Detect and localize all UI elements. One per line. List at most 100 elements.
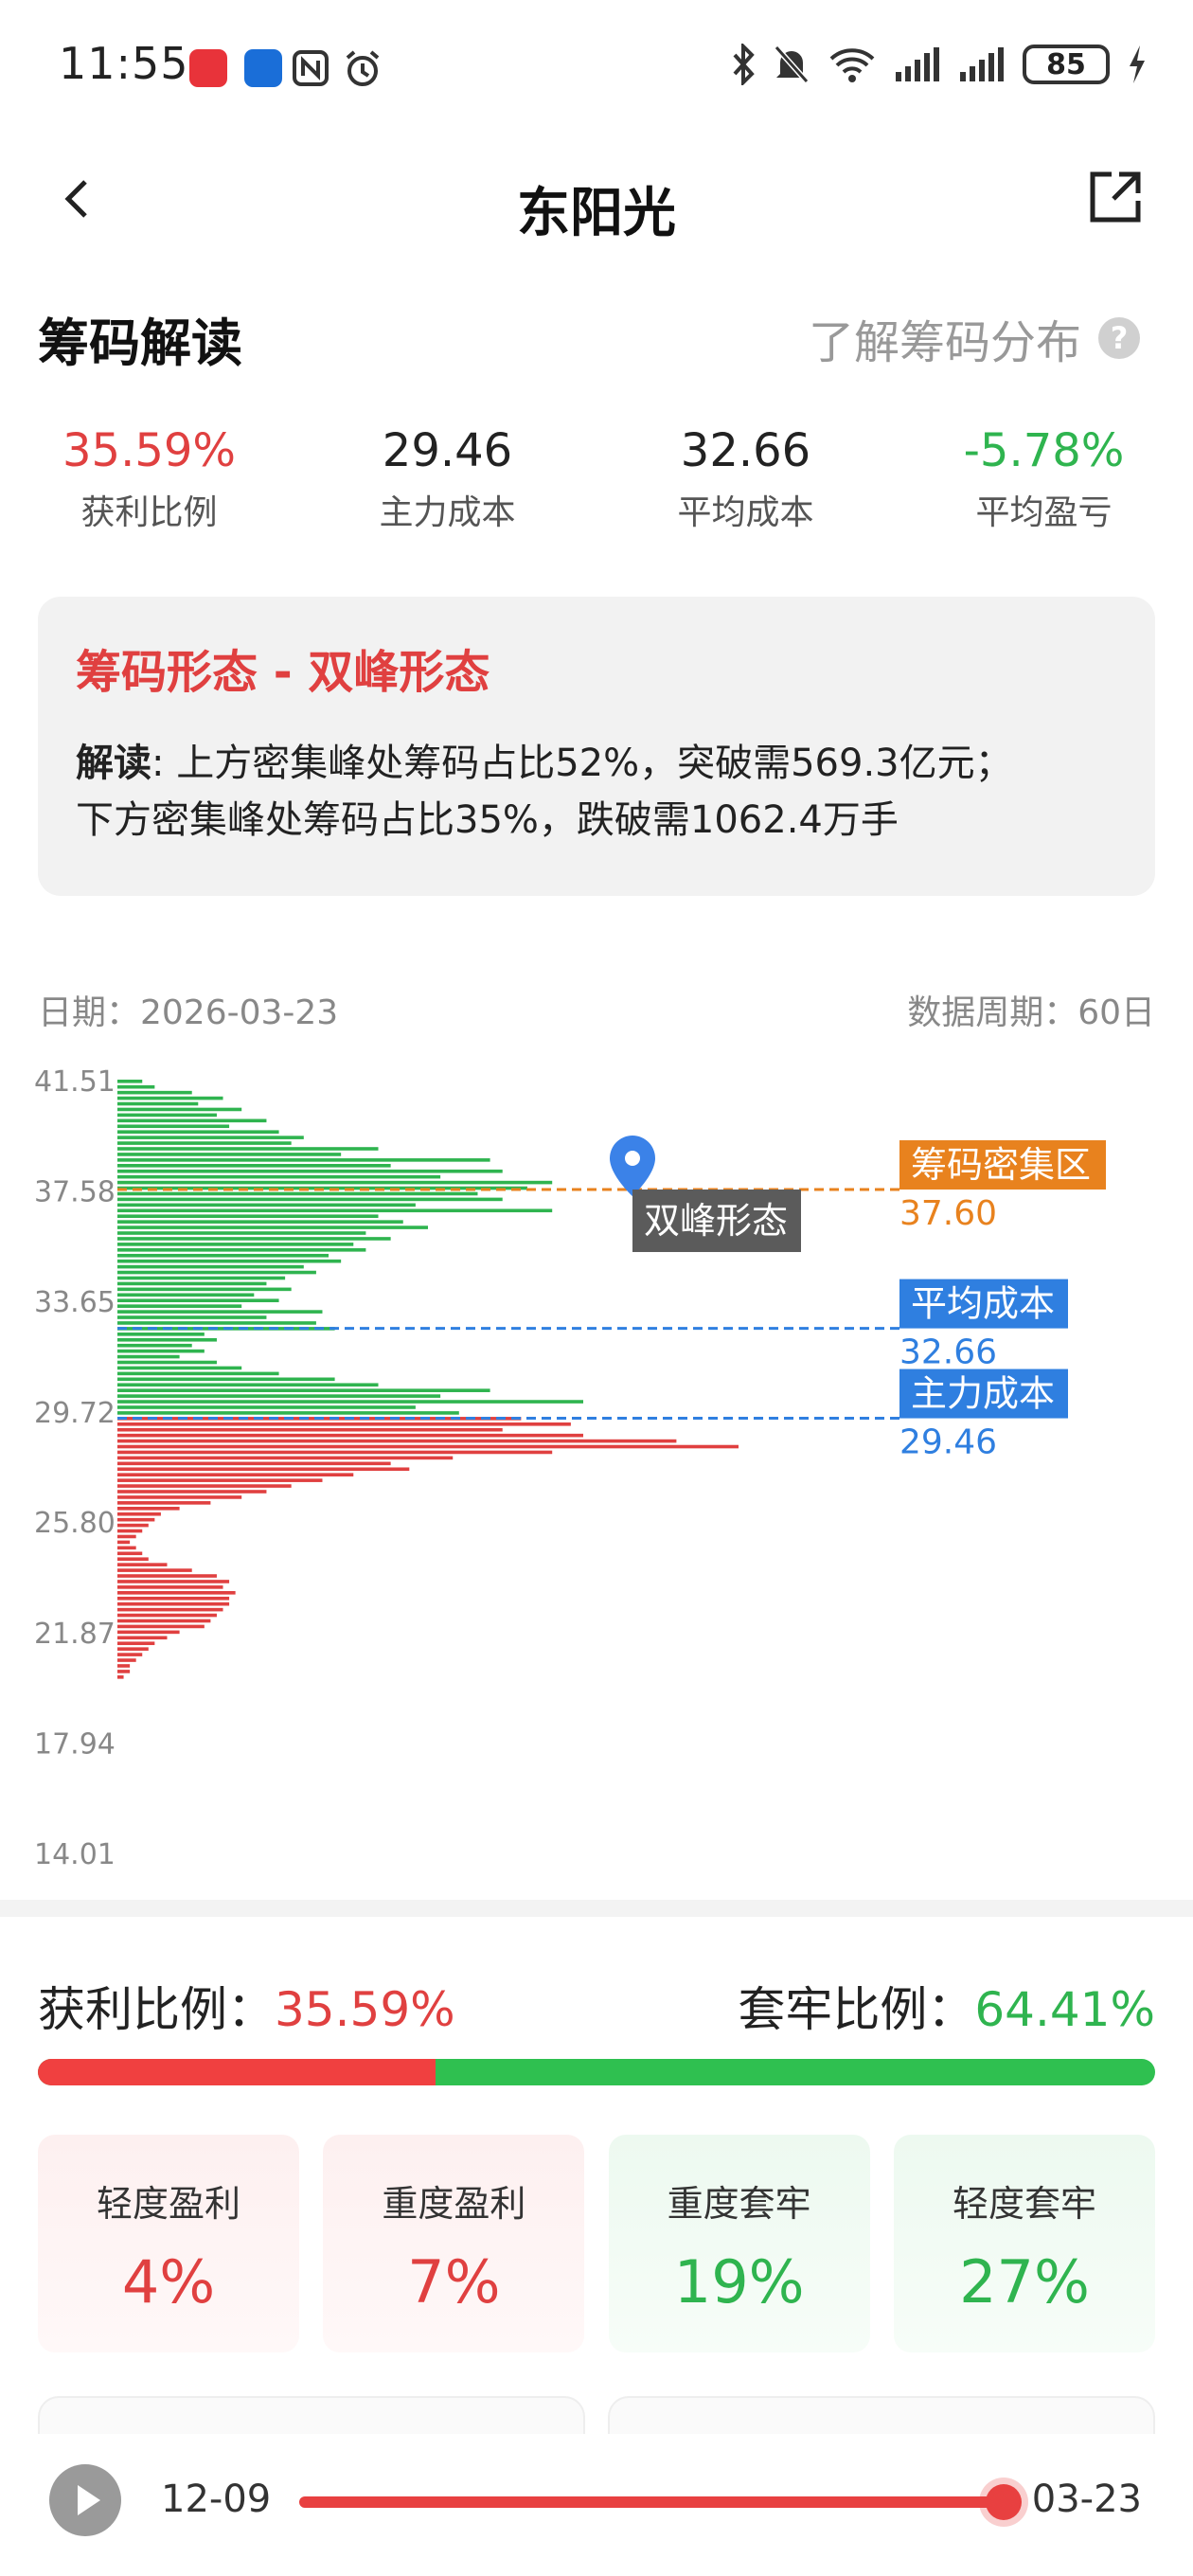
card-heavy-profit[interactable]: 重度盈利 7% — [323, 2135, 585, 2352]
chip-bar — [117, 1153, 342, 1156]
play-icon[interactable] — [49, 2464, 121, 2536]
more-cards-peek — [38, 2396, 1155, 2434]
marker-tag — [899, 1140, 1106, 1190]
chip-bar — [117, 1298, 279, 1303]
chip-bar — [117, 1101, 199, 1106]
card-light-profit[interactable]: 轻度盈利 4% — [38, 2135, 299, 2352]
chip-bar — [117, 1534, 136, 1539]
chip-pattern-card: 筹码形态 - 双峰形态 解读: 上方密集峰处筹码占比52%，突破需569.3亿元… — [38, 597, 1155, 896]
callout-label: 双峰形态 — [644, 1200, 788, 1242]
marker-value-label: 37.60 — [899, 1194, 997, 1233]
back-arrow-icon[interactable] — [49, 170, 106, 227]
chip-bar — [117, 1163, 391, 1168]
stat-average-pnl: -5.78% 平均盈亏 — [895, 424, 1193, 534]
chip-bar — [117, 1501, 211, 1505]
chip-bar — [117, 1174, 441, 1179]
chip-bar — [117, 1090, 192, 1095]
chip-bar — [117, 1400, 583, 1404]
y-tick-label: 37.58 — [34, 1176, 116, 1209]
chip-bar — [117, 1225, 428, 1229]
chip-bar — [117, 1495, 242, 1499]
stat-value: 29.46 — [382, 424, 513, 477]
alarm-icon — [346, 50, 380, 86]
mute-icon — [774, 45, 810, 83]
profit-ratio-label: 获利比例： — [38, 1982, 275, 2037]
chip-bar — [117, 1243, 354, 1246]
y-tick-label: 33.65 — [34, 1286, 116, 1319]
timeline-thumb[interactable] — [986, 2484, 1022, 2520]
chip-bar — [117, 1084, 155, 1089]
profit-trapped-bar — [38, 2059, 1155, 2085]
stat-label: 主力成本 — [379, 493, 516, 532]
bluetooth-icon — [733, 44, 755, 85]
chip-bar — [117, 1107, 242, 1112]
chip-bar — [117, 1670, 131, 1673]
card-heavy-trapped[interactable]: 重度套牢 19% — [608, 2135, 870, 2352]
chip-bar — [117, 1580, 230, 1583]
wifi-icon — [829, 48, 875, 82]
stat-label: 平均盈亏 — [975, 493, 1113, 532]
chip-bar — [117, 1118, 267, 1123]
card-value: 19% — [673, 2247, 805, 2317]
stat-value: -5.78% — [963, 424, 1125, 477]
interpretation-line-1: : 上方密集峰处筹码占比52%，突破需569.3亿元； — [151, 742, 1013, 785]
chip-bar — [117, 1264, 304, 1269]
section-title: 筹码解读 — [38, 313, 242, 373]
chip-bar — [117, 1343, 192, 1348]
chip-bar — [117, 1383, 379, 1387]
chip-bar — [117, 1191, 478, 1196]
chip-bar — [117, 1220, 403, 1224]
chip-bar — [117, 1664, 131, 1668]
chip-bar — [117, 1293, 255, 1297]
stat-profit-ratio: 35.59% 获利比例 — [0, 424, 298, 534]
status-right: 85 — [731, 44, 1148, 85]
chip-bar — [117, 1079, 143, 1083]
callout-box — [632, 1190, 801, 1253]
chip-bar — [117, 1557, 149, 1562]
page-title: 东阳光 — [517, 183, 676, 244]
share-icon[interactable] — [1085, 167, 1146, 227]
stat-value: 35.59% — [62, 424, 237, 477]
stat-value: 32.66 — [680, 424, 811, 477]
chip-bar — [117, 1214, 379, 1219]
section-divider — [0, 1900, 1193, 1917]
nfc-icon — [293, 50, 329, 86]
chip-bar — [117, 1371, 279, 1376]
chip-bar — [117, 1450, 553, 1455]
card-value: 27% — [959, 2247, 1090, 2317]
chip-distribution-chart[interactable]: 41.51 37.58 33.65 29.72 25.80 21.87 17.94 14.01… — [0, 1042, 1193, 1875]
marker-value-label: 29.46 — [899, 1423, 997, 1462]
card-value: 4% — [121, 2247, 216, 2317]
chart-period[interactable]: 数据周期：60日 — [907, 993, 1155, 1032]
chip-bar — [117, 1130, 279, 1134]
chip-bar — [117, 1653, 143, 1656]
location-pin-icon — [610, 1136, 655, 1197]
chip-bar — [117, 1337, 217, 1342]
chip-bar — [117, 1439, 677, 1443]
chip-bar — [117, 1405, 416, 1409]
chip-bar — [117, 1473, 354, 1476]
y-tick-label: 25.80 — [34, 1507, 116, 1540]
chip-bar — [117, 1490, 267, 1494]
card-label: 轻度盈利 — [96, 2183, 240, 2225]
learn-chip-distribution-link[interactable]: 了解筹码分布 ? — [809, 305, 1140, 371]
chip-bar — [117, 1197, 503, 1202]
profit-ratio-value: 35.59% — [275, 1982, 455, 2037]
chip-bar — [117, 1540, 131, 1545]
ratio-row: 获利比例：35.59% 套牢比例：64.41% — [38, 1972, 1155, 2040]
card-light-trapped[interactable]: 轻度套牢 27% — [893, 2135, 1155, 2352]
timeline-slider[interactable] — [299, 2484, 1022, 2520]
chip-bar — [117, 1315, 267, 1319]
trapped-ratio: 套牢比例：64.41% — [738, 1972, 1155, 2040]
chip-bar — [117, 1647, 149, 1651]
chip-bar — [117, 1366, 242, 1370]
chip-bar — [117, 1253, 329, 1258]
chip-bar — [117, 1208, 553, 1213]
chip-bar — [117, 1377, 335, 1382]
chip-bar — [117, 1180, 553, 1185]
stat-main-cost: 29.46 主力成本 — [298, 424, 596, 534]
learn-link-label: 了解筹码分布 — [808, 316, 1081, 369]
chart-meta: 日期：2026-03-23 数据周期：60日 — [38, 985, 1155, 1034]
chart-date: 日期：2026-03-23 — [38, 993, 339, 1032]
marker-tag — [899, 1368, 1068, 1419]
